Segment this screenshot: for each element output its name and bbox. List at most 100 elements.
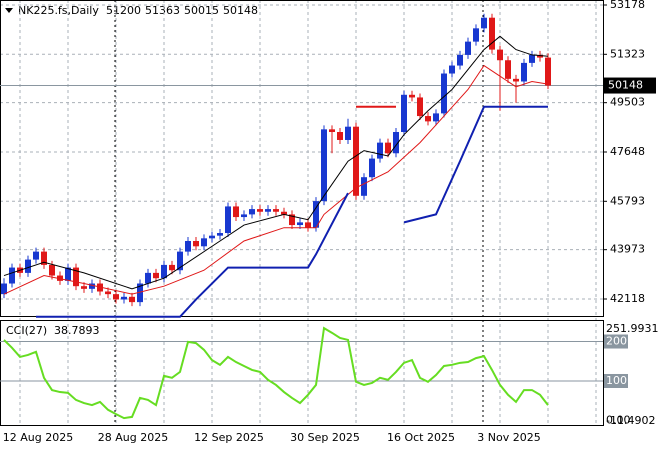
y-tick-label: 100 (606, 374, 627, 387)
candle-body (81, 286, 87, 289)
candle-body (33, 251, 39, 260)
indicator-line (3, 35, 549, 290)
candle-body (73, 267, 79, 287)
candle-body (209, 235, 215, 239)
main-panel-frame (0, 0, 604, 317)
candle-body (241, 214, 247, 218)
y-tick-label: -11.4902 (606, 414, 655, 427)
last-price-box (604, 77, 656, 94)
candle-body (305, 222, 311, 228)
candle-body (105, 291, 111, 295)
candle-body (289, 214, 295, 226)
y-tick-label: 200 (606, 335, 627, 348)
level-box (604, 373, 628, 388)
ohlc-close: 50148 (223, 4, 258, 17)
ohlc-low: 50015 (184, 4, 219, 17)
candle-body (353, 126, 359, 196)
candle-body (137, 283, 143, 303)
indicator-line (3, 64, 549, 295)
candle-body (529, 54, 535, 63)
candle-body (257, 209, 263, 212)
candle-body (145, 272, 151, 284)
candle-body (537, 54, 543, 58)
candle-body (401, 94, 407, 133)
candle-body (153, 272, 159, 279)
candle-body (393, 132, 399, 154)
candle-body (297, 222, 303, 226)
candle-body (121, 296, 127, 300)
candle-body (25, 259, 31, 273)
candle-body (201, 238, 207, 247)
candle-body (41, 251, 47, 265)
candle-body (433, 113, 439, 122)
candle-body (9, 267, 15, 284)
candle-body (337, 132, 343, 140)
candle-body (177, 251, 183, 271)
candle-body (377, 142, 383, 159)
candle-body (513, 78, 519, 82)
candle-body (489, 17, 495, 50)
candle-body (545, 57, 551, 86)
y-tick-label: 51323 (610, 47, 645, 60)
y-tick-label: 47648 (610, 145, 645, 158)
candle-body (193, 240, 199, 247)
x-tick-label: 30 Sep 2025 (290, 431, 360, 444)
menu-triangle (5, 8, 13, 13)
candle-body (113, 294, 119, 300)
x-tick-label: 28 Aug 2025 (98, 431, 168, 444)
candle-body (409, 94, 415, 98)
candle-body (505, 60, 511, 79)
candle-body (57, 275, 63, 281)
candle-body (385, 142, 391, 154)
candle-body (169, 264, 175, 271)
candle-body (369, 158, 375, 178)
last-price-label: 50148 (608, 79, 643, 92)
candle-body (161, 264, 167, 279)
ohlc-open: 51200 (106, 4, 141, 17)
cci-line (3, 326, 549, 420)
candle-body (425, 116, 431, 122)
x-tick-label: 3 Nov 2025 (477, 431, 540, 444)
y-tick-label: 251.9931 (606, 322, 659, 335)
y-tick-label: 42118 (610, 292, 645, 305)
candle-body (465, 41, 471, 55)
candle-body (329, 129, 335, 133)
candle-body (361, 177, 367, 196)
candle-body (1, 283, 7, 295)
indicator-line (36, 105, 548, 318)
candle-body (185, 240, 191, 252)
candle-body (225, 206, 231, 234)
level-box (604, 334, 628, 349)
ohlc-high: 51363 (145, 4, 180, 17)
candle-body (521, 62, 527, 82)
candle-body (217, 233, 223, 236)
candle-body (345, 126, 351, 140)
candle-body (321, 129, 327, 202)
candle-body (65, 267, 71, 281)
candle-body (441, 73, 447, 114)
candle-body (497, 49, 503, 61)
candle-body (233, 206, 239, 218)
indicator-title: CCI(27) (6, 324, 47, 337)
x-tick-label: 12 Sep 2025 (194, 431, 264, 444)
candle-body (473, 28, 479, 42)
candle-body (481, 17, 487, 29)
indicator-value: 38.7893 (54, 324, 100, 337)
indicator-panel-frame (0, 320, 604, 426)
y-tick-label: 43973 (610, 243, 645, 256)
candle-body (89, 283, 95, 289)
candle-body (249, 209, 255, 215)
candle-body (313, 201, 319, 228)
candle-body (265, 209, 271, 212)
y-tick-label: 49503 (610, 96, 645, 109)
candle-body (281, 211, 287, 215)
y-tick-label: 45793 (610, 194, 645, 207)
candle-body (457, 54, 463, 66)
candle-body (449, 65, 455, 74)
y-tick-label: 0.00 (606, 413, 631, 426)
candle-body (417, 97, 423, 117)
x-tick-label: 12 Aug 2025 (3, 431, 73, 444)
chart-title: NK225.fs,Daily (18, 4, 99, 17)
